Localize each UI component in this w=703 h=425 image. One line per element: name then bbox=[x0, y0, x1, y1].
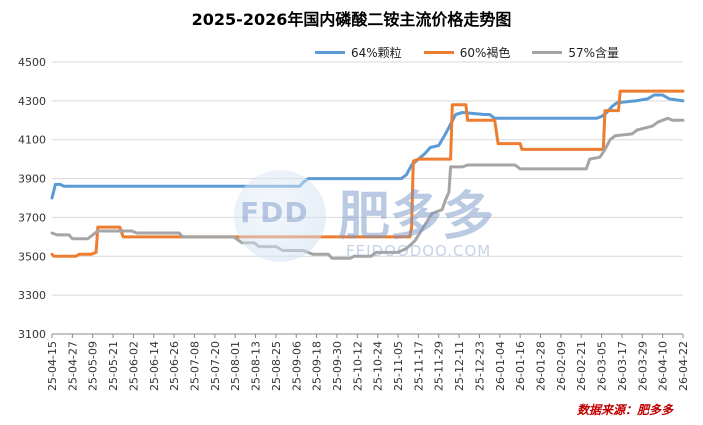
legend-item-57: 57%含量 bbox=[532, 44, 619, 61]
x-tick-label: 26-01-04 bbox=[494, 341, 507, 391]
x-tick-label: 25-08-25 bbox=[270, 341, 283, 391]
x-tick-label: 25-04-27 bbox=[66, 341, 79, 391]
x-tick-label: 25-12-23 bbox=[473, 341, 486, 391]
x-tick-label: 25-07-20 bbox=[209, 341, 222, 391]
y-tick-label: 3500 bbox=[18, 250, 46, 263]
x-tick-label: 25-10-12 bbox=[351, 341, 364, 391]
y-tick-label: 3900 bbox=[18, 173, 46, 186]
legend-label-60: 60%褐色 bbox=[459, 46, 511, 60]
legend-item-60: 60%褐色 bbox=[423, 44, 511, 61]
x-tick-label: 26-03-05 bbox=[596, 341, 609, 391]
x-tick-label: 25-11-05 bbox=[392, 341, 405, 391]
x-tick-label: 26-03-17 bbox=[616, 341, 629, 391]
x-tick-label: 25-08-13 bbox=[250, 341, 263, 391]
y-tick-label: 3700 bbox=[18, 211, 46, 224]
x-tick-label: 25-11-29 bbox=[433, 341, 446, 391]
x-tick-label: 26-03-29 bbox=[636, 341, 649, 391]
chart-title: 2025-2026年国内磷酸二铵主流价格走势图 bbox=[191, 10, 512, 29]
series-line-0 bbox=[50, 93, 685, 200]
y-tick-label: 4100 bbox=[18, 134, 46, 147]
chart-legend: 64%颗粒 60%褐色 57%含量 bbox=[315, 44, 619, 61]
series-line-2 bbox=[50, 116, 685, 260]
x-tick-label: 26-02-09 bbox=[555, 341, 568, 391]
x-tick-label: 25-12-11 bbox=[453, 341, 466, 391]
x-tick-label: 25-09-06 bbox=[290, 341, 303, 391]
series-line-1 bbox=[50, 89, 685, 258]
y-tick-label: 3100 bbox=[18, 328, 46, 341]
x-tick-label: 25-11-17 bbox=[412, 341, 425, 391]
x-tick-label: 25-05-09 bbox=[87, 341, 100, 391]
x-tick-label: 25-05-21 bbox=[107, 341, 120, 391]
x-tick-label: 26-02-21 bbox=[575, 341, 588, 391]
x-tick-label: 25-09-18 bbox=[311, 341, 324, 391]
legend-label-57: 57%含量 bbox=[568, 46, 620, 60]
y-tick-label: 3300 bbox=[18, 289, 46, 302]
source-note: 数据来源：肥多多 bbox=[576, 403, 673, 417]
legend-swatch-60 bbox=[423, 51, 454, 54]
x-tick-label: 26-04-10 bbox=[657, 341, 670, 391]
legend-item-64: 64%颗粒 bbox=[315, 44, 402, 61]
legend-label-64: 64%颗粒 bbox=[351, 46, 402, 60]
x-tick-label: 25-10-24 bbox=[372, 341, 385, 391]
legend-swatch-64 bbox=[315, 51, 345, 54]
y-tick-label: 4500 bbox=[18, 56, 46, 69]
legend-swatch-57 bbox=[532, 51, 563, 54]
x-tick-label: 25-06-26 bbox=[168, 341, 181, 391]
x-tick-label: 26-01-16 bbox=[514, 341, 527, 391]
x-tick-label: 25-06-02 bbox=[127, 341, 140, 391]
x-tick-label: 26-01-28 bbox=[535, 341, 548, 391]
x-tick-label: 25-08-01 bbox=[229, 341, 242, 391]
y-tick-label: 4300 bbox=[18, 95, 46, 108]
x-tick-label: 25-06-14 bbox=[148, 341, 161, 391]
x-tick-label: 26-04-22 bbox=[677, 341, 690, 391]
x-tick-label: 25-04-15 bbox=[46, 341, 59, 391]
x-tick-label: 25-09-30 bbox=[331, 341, 344, 391]
x-tick-label: 25-07-08 bbox=[188, 341, 201, 391]
